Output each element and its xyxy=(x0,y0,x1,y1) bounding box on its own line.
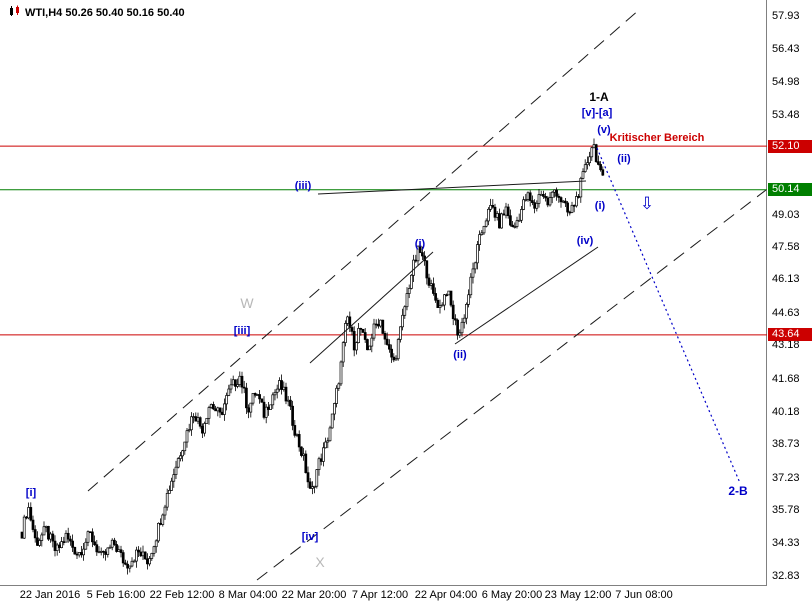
wave-label[interactable]: X xyxy=(315,554,325,570)
y-axis-label: 57.93 xyxy=(772,10,800,22)
wave-label[interactable]: 1-A xyxy=(589,90,609,104)
channel-line[interactable] xyxy=(256,189,767,581)
chart-annotations-layer: 1-A [v]-[a] (v) Kritischer Bereich (ii) (iii)… xyxy=(25,90,748,570)
y-axis-label: 46.13 xyxy=(772,273,800,286)
candlestick-series xyxy=(20,138,605,575)
wave-label[interactable]: (v) xyxy=(597,124,611,136)
x-axis-label: 6 May 20:00 xyxy=(481,589,543,601)
wave-label[interactable]: [i] xyxy=(25,487,37,499)
wave-label[interactable]: (iv) xyxy=(576,235,594,247)
wave-label[interactable]: [v]-[a] xyxy=(581,107,613,119)
x-axis-label: 22 Jan 2016 xyxy=(19,589,81,601)
wave-label[interactable]: 2-B xyxy=(728,484,748,498)
channel-line[interactable] xyxy=(87,8,641,492)
y-axis-label: 54.98 xyxy=(772,75,800,88)
wave-label[interactable]: [iii] xyxy=(233,325,251,337)
y-axis-label: 32.83 xyxy=(772,570,800,582)
y-axis-label: 44.63 xyxy=(772,306,800,319)
y-axis-label: 37.23 xyxy=(772,471,800,484)
wave-label[interactable]: [iv] xyxy=(301,531,319,543)
x-axis-label: 22 Apr 04:00 xyxy=(414,589,478,601)
down-arrow-icon[interactable]: ⇩ xyxy=(639,194,655,213)
time-axis[interactable]: 22 Jan 2016 5 Feb 16:00 22 Feb 12:00 8 Mar … xyxy=(0,588,812,604)
y-axis-label: 56.43 xyxy=(772,43,800,56)
price-badge: 43.64 xyxy=(768,328,812,342)
wave-label[interactable]: (iii) xyxy=(294,180,312,192)
wave-label[interactable]: W xyxy=(240,295,254,311)
chart-legend-text: WTI,H4 50.26 50.40 50.16 50.40 xyxy=(25,6,185,19)
y-axis-label: 38.73 xyxy=(772,438,800,451)
trend-line[interactable] xyxy=(317,180,587,195)
projection-line[interactable] xyxy=(596,147,741,484)
trend-line[interactable] xyxy=(309,251,434,364)
wave-label[interactable]: (ii) xyxy=(453,349,467,361)
y-axis-label: 41.68 xyxy=(772,372,800,385)
y-axis-label: 35.78 xyxy=(772,504,800,517)
x-axis-label: 7 Jun 08:00 xyxy=(615,589,673,601)
critical-zone-label[interactable]: Kritischer Bereich xyxy=(609,132,705,144)
wave-label[interactable]: (i) xyxy=(414,238,426,250)
y-axis-label: 49.03 xyxy=(772,208,800,221)
wave-label[interactable]: (i) xyxy=(594,200,606,212)
x-axis-label: 22 Mar 20:00 xyxy=(281,589,347,601)
price-axis[interactable]: 57.93 56.43 54.98 53.48 49.03 47.58 46.13 44.63… xyxy=(768,0,812,586)
chart-legend: WTI,H4 50.26 50.40 50.16 50.40 xyxy=(9,5,185,20)
trend-line[interactable] xyxy=(454,246,599,345)
y-axis-label: 47.58 xyxy=(772,240,800,253)
x-axis-label: 23 May 12:00 xyxy=(544,589,612,601)
x-axis-label: 5 Feb 16:00 xyxy=(86,589,146,601)
candlestick-chart xyxy=(0,8,767,581)
chart-symbol-icon xyxy=(9,5,21,20)
y-axis-label: 40.18 xyxy=(772,406,800,419)
price-badge: 50.14 xyxy=(768,183,812,197)
chart-plot-area[interactable]: 1-A [v]-[a] (v) Kritischer Bereich (ii) (iii)… xyxy=(0,0,767,586)
x-axis-label: 22 Feb 12:00 xyxy=(149,589,215,601)
price-badge: 52.10 xyxy=(768,139,812,153)
y-axis-label: 53.48 xyxy=(772,109,800,122)
wave-label[interactable]: (ii) xyxy=(617,153,631,165)
x-axis-label: 8 Mar 04:00 xyxy=(218,589,278,601)
y-axis-label: 34.33 xyxy=(772,536,800,549)
y-axis-label: 43.18 xyxy=(772,339,800,352)
x-axis-label: 7 Apr 12:00 xyxy=(351,589,409,601)
